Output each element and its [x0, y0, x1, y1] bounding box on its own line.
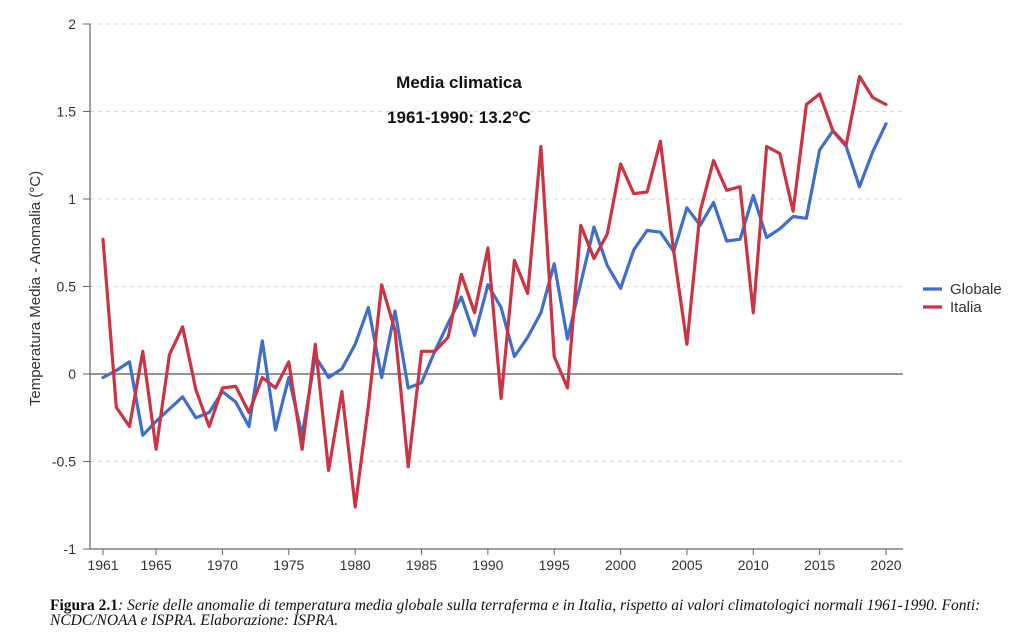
y-axis-title: Temperatura Media - Anomalia (°C) [27, 171, 44, 406]
x-tick-label: 2005 [671, 557, 702, 573]
axes: -1 -0.5 0 0.5 1 1.5 2 1961 1965 1970 1975 1980 1985 1… [27, 16, 903, 573]
annotation-value: 1961-1990: 13.2°C [387, 108, 531, 127]
y-tick-label: -1 [64, 541, 77, 557]
y-tick-label: 2 [68, 16, 76, 32]
x-tick-label: 1961 [87, 557, 118, 573]
y-tick-label: 0 [68, 366, 76, 382]
figure-caption: Figura 2.1: Serie delle anomalie di temp… [50, 597, 1010, 629]
temperature-anomaly-chart: -1 -0.5 0 0.5 1 1.5 2 1961 1965 1970 1975 1980 1985 1… [27, 16, 1002, 573]
x-tick-label: 2010 [738, 557, 769, 573]
y-tick-label: 0.5 [57, 279, 77, 295]
x-tick-label: 2015 [804, 557, 835, 573]
x-tick-label: 2020 [870, 557, 901, 573]
x-tick-label: 1995 [539, 557, 570, 573]
grid-lines [90, 23, 903, 462]
data-series [101, 74, 888, 509]
x-tick-label: 1965 [141, 557, 172, 573]
x-tick-label: 2000 [605, 557, 636, 573]
legend-label-globale: Globale [950, 281, 1002, 298]
series-line-italia [101, 74, 888, 509]
y-tick-label: 1.5 [57, 104, 77, 120]
annotation: Media climatica 1961-1990: 13.2°C [387, 73, 531, 127]
y-tick-label: -0.5 [52, 454, 76, 470]
caption-label: Figura 2.1 [50, 597, 119, 614]
x-tick-label: 1980 [340, 557, 371, 573]
x-tick-label: 1970 [207, 557, 238, 573]
series-line-globale [101, 122, 888, 437]
x-tick-label: 1975 [273, 557, 304, 573]
x-tick-label: 1985 [406, 557, 437, 573]
x-tick-label: 1990 [472, 557, 503, 573]
caption-text: : Serie delle anomalie di temperatura me… [50, 597, 981, 629]
annotation-title: Media climatica [396, 73, 522, 92]
y-tick-label: 1 [68, 191, 76, 207]
legend-label-italia: Italia [950, 299, 982, 316]
